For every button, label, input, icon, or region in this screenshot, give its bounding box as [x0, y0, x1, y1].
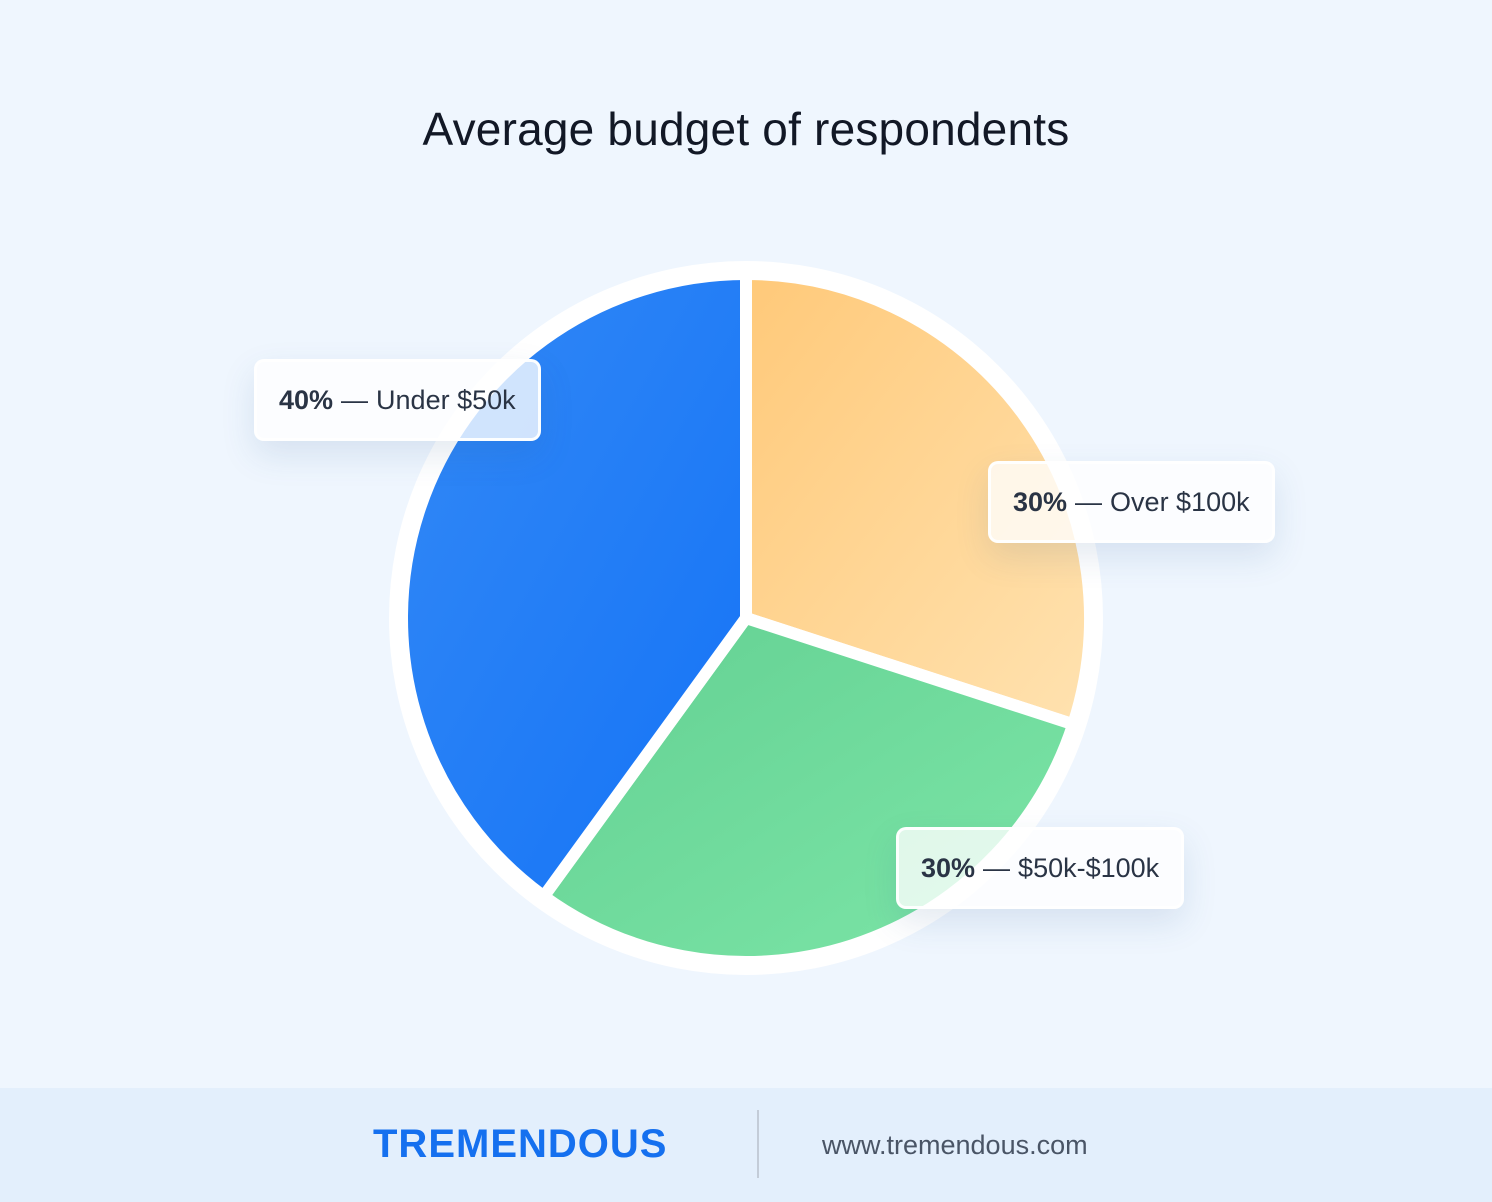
slice-label-percent: 30%	[1013, 486, 1068, 517]
slice-label-over-100k: 30% — Over $100k	[988, 461, 1275, 543]
footer-divider	[757, 1110, 759, 1178]
footer-bar	[0, 1088, 1492, 1202]
slice-label-text: $50k-$100k	[1018, 852, 1160, 883]
slice-label-under-50k: 40% — Under $50k	[254, 359, 541, 441]
pie-chart	[389, 261, 1103, 975]
pie-slice-over-100k	[740, 268, 1096, 731]
slice-label-text: Under $50k	[376, 384, 516, 415]
chart-title: Average budget of respondents	[422, 103, 1070, 155]
slice-label-separator: —	[341, 384, 369, 415]
slice-label-separator: —	[983, 852, 1011, 883]
footer-url-link[interactable]: www.tremendous.com	[822, 1130, 1088, 1160]
slice-label-text: Over $100k	[1110, 486, 1250, 517]
slice-label-50k-100k: 30% — $50k-$100k	[896, 827, 1185, 909]
slice-label-percent: 30%	[921, 852, 976, 883]
brand-logo[interactable]: TREMENDOUS	[373, 1122, 668, 1166]
slice-label-percent: 40%	[279, 384, 334, 415]
slice-label-separator: —	[1075, 486, 1103, 517]
